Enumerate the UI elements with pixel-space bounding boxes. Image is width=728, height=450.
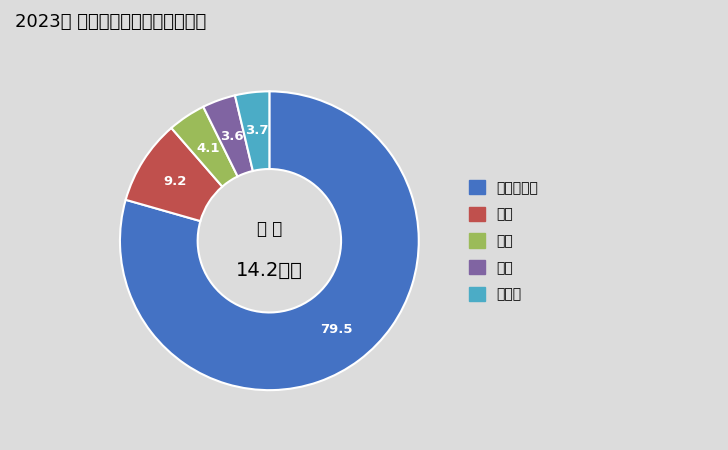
- Text: 2023年 輸出相手国のシェア（％）: 2023年 輸出相手国のシェア（％）: [15, 14, 206, 32]
- Text: 3.7: 3.7: [245, 124, 268, 137]
- Legend: ポーランド, 米国, 中国, 台湾, その他: ポーランド, 米国, 中国, 台湾, その他: [463, 175, 544, 307]
- Text: 3.6: 3.6: [220, 130, 243, 143]
- Text: 4.1: 4.1: [196, 142, 219, 154]
- Text: 14.2億円: 14.2億円: [236, 261, 303, 280]
- Text: 9.2: 9.2: [164, 175, 187, 188]
- Wedge shape: [203, 95, 253, 176]
- Wedge shape: [235, 91, 269, 171]
- Text: 79.5: 79.5: [320, 323, 352, 336]
- Wedge shape: [120, 91, 419, 390]
- Text: 総 額: 総 額: [257, 220, 282, 238]
- Wedge shape: [126, 128, 222, 221]
- Wedge shape: [171, 107, 237, 187]
